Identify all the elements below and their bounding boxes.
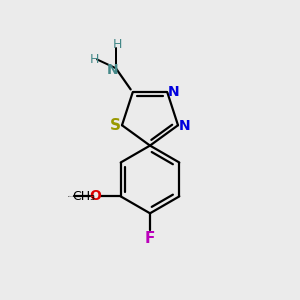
- Text: N: N: [179, 119, 190, 133]
- Text: F: F: [145, 231, 155, 246]
- Text: N: N: [106, 63, 118, 77]
- Text: O: O: [89, 189, 101, 203]
- Text: S: S: [110, 118, 121, 133]
- Text: N: N: [168, 85, 180, 99]
- Text: H: H: [112, 38, 122, 51]
- Text: methoxy: methoxy: [68, 196, 74, 197]
- Text: CH₃: CH₃: [72, 190, 95, 203]
- Text: H: H: [89, 53, 99, 66]
